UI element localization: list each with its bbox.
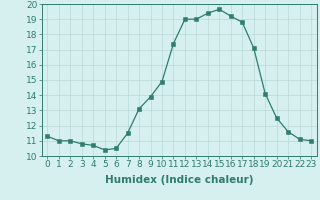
X-axis label: Humidex (Indice chaleur): Humidex (Indice chaleur) [105,175,253,185]
